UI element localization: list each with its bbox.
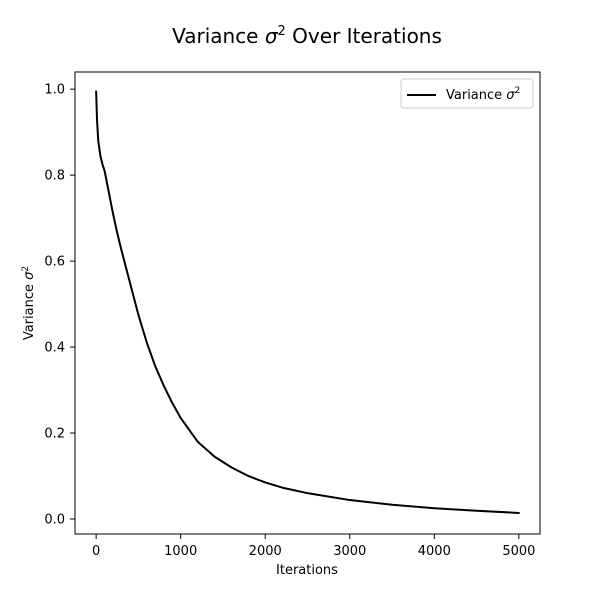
variance-series-line <box>95 90 520 514</box>
x-tick-label: 5000 <box>502 544 535 559</box>
legend-entry-symbol: σ <box>506 88 515 103</box>
legend-entry-label: Variance σ2 <box>446 86 520 103</box>
y-tick-label: 0.0 <box>44 512 65 527</box>
legend-entry-superscript: 2 <box>515 86 521 96</box>
y-tick-label: 1.0 <box>44 83 65 98</box>
x-tick-label: 0 <box>92 544 100 559</box>
y-axis-label-main: Variance <box>22 280 37 340</box>
y-tick-label: 0.6 <box>44 255 65 270</box>
plot-area-frame <box>74 71 541 535</box>
y-axis-ticks: 0.0 0.2 0.4 0.6 0.8 1.0 <box>44 83 75 527</box>
x-tick-label: 3000 <box>333 544 366 559</box>
x-tick-label: 1000 <box>164 544 197 559</box>
chart-title-symbol: σ <box>265 24 279 48</box>
legend: Variance σ2 <box>400 78 534 109</box>
x-axis-ticks: 0 1000 2000 3000 4000 5000 <box>92 534 535 559</box>
chart-title-superscript: 2 <box>278 24 286 39</box>
x-tick-label: 2000 <box>249 544 282 559</box>
x-axis-label: Iterations <box>276 563 338 578</box>
y-axis-label-superscript: 2 <box>21 266 31 272</box>
x-tick-label: 4000 <box>418 544 451 559</box>
chart-title-tail: Over Iterations <box>286 24 442 48</box>
chart-title-main: Variance <box>172 24 265 48</box>
y-axis-label: Variance σ2 <box>21 266 37 340</box>
y-tick-label: 0.2 <box>44 427 65 442</box>
y-tick-label: 0.4 <box>44 341 65 356</box>
chart-title: Variance σ2 Over Iterations <box>172 24 442 48</box>
y-axis-label-symbol: σ <box>22 271 37 280</box>
legend-box <box>400 78 534 109</box>
legend-entry-main: Variance <box>446 88 506 103</box>
y-tick-label: 0.8 <box>44 169 65 184</box>
